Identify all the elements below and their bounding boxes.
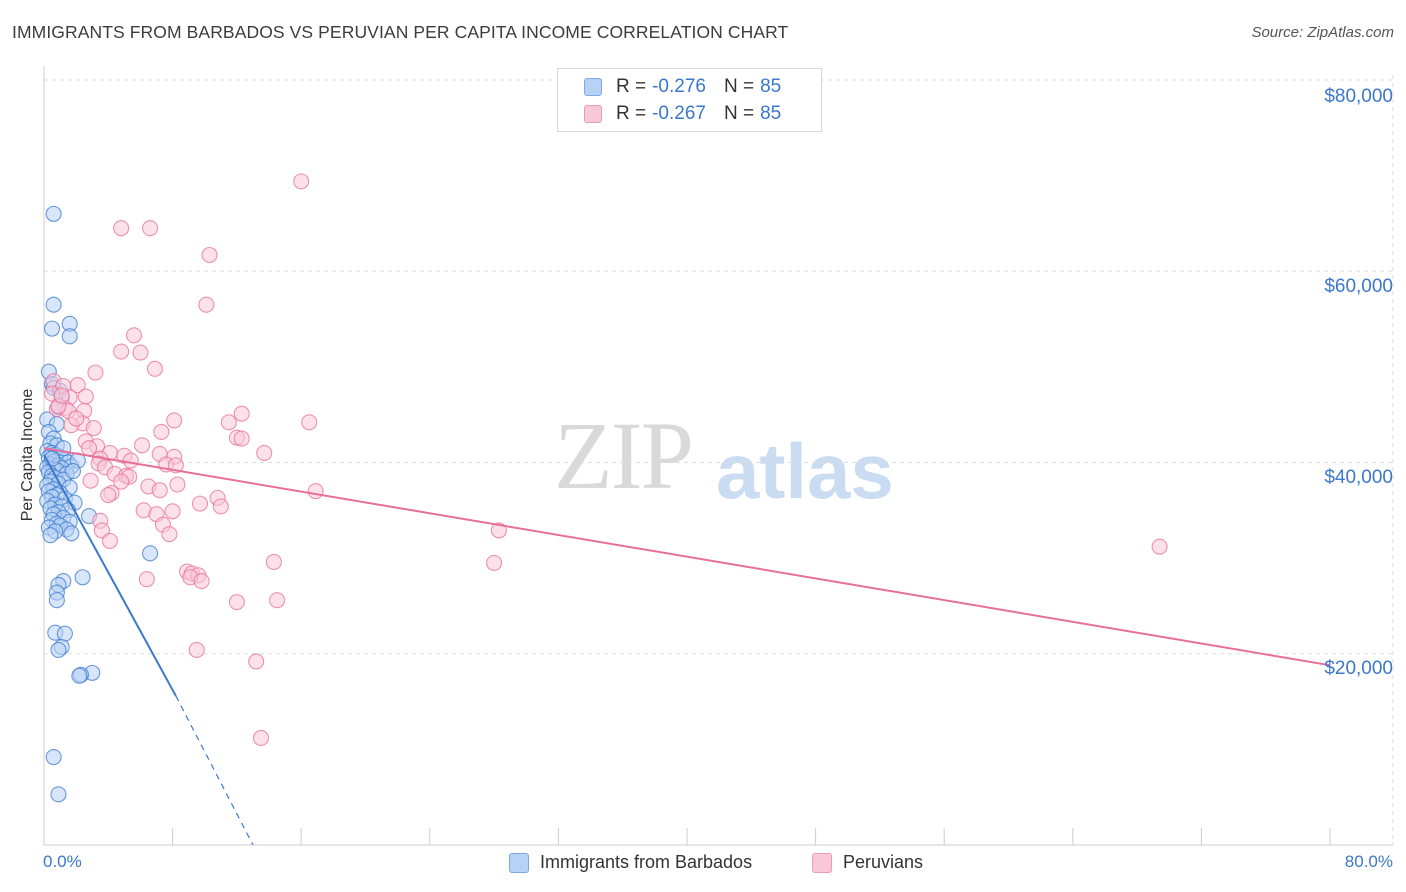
point-peruvian bbox=[169, 476, 186, 493]
correlation-legend: R = -0.276 N = 85 R = -0.267 N = 85 bbox=[557, 68, 822, 132]
legend-row-peruvians: R = -0.267 N = 85 bbox=[558, 100, 781, 128]
point-barbados bbox=[45, 205, 62, 222]
point-peruvian bbox=[134, 437, 151, 454]
legend-n-label: N = bbox=[723, 103, 755, 124]
point-peruvian bbox=[101, 532, 118, 549]
point-peruvian bbox=[486, 554, 503, 571]
point-peruvian bbox=[490, 522, 507, 539]
point-peruvian bbox=[188, 641, 205, 658]
point-peruvian bbox=[252, 729, 270, 746]
point-barbados bbox=[61, 328, 78, 345]
point-peruvian bbox=[53, 387, 70, 404]
legend-swatch-pink bbox=[812, 852, 832, 873]
point-peruvian bbox=[248, 653, 265, 670]
point-peruvian bbox=[166, 412, 183, 429]
watermark-atlas: atlas bbox=[716, 427, 894, 515]
point-barbados bbox=[64, 463, 81, 480]
legend-item-peruvians[interactable]: Peruvians bbox=[812, 852, 923, 873]
legend-series-label: Peruvians bbox=[843, 852, 924, 872]
point-peruvian bbox=[220, 414, 237, 431]
point-barbados bbox=[48, 592, 65, 609]
y-tick-label: $20,000 bbox=[1324, 658, 1393, 679]
point-barbados bbox=[56, 625, 73, 642]
point-peruvian bbox=[256, 444, 273, 461]
point-peruvian bbox=[138, 571, 155, 588]
chart-title: IMMIGRANTS FROM BARBADOS VS PERUVIAN PER… bbox=[12, 22, 789, 42]
legend-item-barbados[interactable]: Immigrants from Barbados bbox=[509, 852, 752, 873]
trendline-barbados bbox=[43, 454, 177, 697]
point-barbados bbox=[50, 786, 67, 803]
point-barbados bbox=[63, 525, 80, 542]
legend-n-label: N = bbox=[723, 76, 755, 97]
point-peruvian bbox=[307, 483, 324, 500]
legend-r-value: -0.267 bbox=[652, 103, 706, 124]
trendline-barbados-extension bbox=[175, 695, 254, 846]
point-peruvian bbox=[153, 423, 170, 440]
point-peruvian bbox=[87, 364, 104, 381]
point-peruvian bbox=[301, 414, 318, 431]
legend-r-label: R = bbox=[616, 76, 647, 97]
legend-swatch-blue bbox=[584, 78, 602, 96]
point-peruvian bbox=[164, 503, 181, 520]
watermark-zip: ZIP bbox=[554, 402, 694, 509]
point-peruvian bbox=[233, 430, 250, 447]
point-barbados bbox=[55, 440, 72, 457]
point-peruvian bbox=[113, 473, 130, 490]
point-peruvian bbox=[113, 220, 130, 237]
legend-swatch-blue bbox=[509, 852, 529, 873]
legend-swatch-pink bbox=[584, 105, 602, 123]
point-peruvian bbox=[151, 482, 168, 499]
point-barbados bbox=[71, 667, 88, 684]
point-barbados bbox=[142, 545, 159, 562]
point-peruvian bbox=[212, 498, 229, 515]
point-peruvian bbox=[69, 376, 86, 394]
point-peruvian bbox=[122, 452, 139, 469]
y-tick-label: $40,000 bbox=[1324, 467, 1393, 488]
point-barbados bbox=[45, 296, 62, 313]
point-barbados bbox=[43, 320, 61, 337]
point-peruvian bbox=[265, 553, 282, 571]
legend-n-value: 85 bbox=[760, 103, 782, 124]
point-peruvian bbox=[233, 405, 250, 422]
point-peruvian bbox=[77, 388, 94, 405]
point-barbados bbox=[42, 527, 59, 544]
point-peruvian bbox=[1151, 538, 1168, 555]
point-peruvian bbox=[100, 486, 117, 504]
point-peruvian bbox=[142, 220, 159, 237]
point-peruvian bbox=[228, 594, 245, 611]
legend-n-value: 85 bbox=[760, 76, 782, 97]
x-tick-label-min: 0.0% bbox=[43, 852, 82, 871]
point-peruvian bbox=[198, 296, 215, 313]
point-peruvian bbox=[132, 344, 149, 361]
legend-r-value: -0.276 bbox=[652, 76, 706, 97]
point-barbados bbox=[50, 641, 67, 658]
source-label: Source: ZipAtlas.com bbox=[1251, 24, 1394, 41]
legend-series-label: Immigrants from Barbados bbox=[540, 852, 753, 872]
x-tick-label-max: 80.0% bbox=[1344, 852, 1393, 871]
point-barbados bbox=[45, 748, 62, 766]
point-peruvian bbox=[191, 495, 208, 512]
point-peruvian bbox=[146, 360, 163, 377]
point-peruvian bbox=[201, 246, 218, 264]
legend-row-barbados: R = -0.276 N = 85 bbox=[558, 73, 781, 101]
series-legend: Immigrants from Barbados Peruvians bbox=[0, 850, 1406, 878]
point-peruvian bbox=[269, 592, 286, 609]
point-peruvian bbox=[85, 420, 102, 437]
point-peruvian bbox=[193, 573, 210, 590]
point-peruvian bbox=[161, 526, 178, 543]
y-tick-label: $60,000 bbox=[1324, 276, 1393, 297]
point-peruvian bbox=[113, 343, 130, 360]
point-peruvian bbox=[68, 410, 85, 427]
y-axis-label: Per Capita Income bbox=[19, 388, 36, 522]
point-barbados bbox=[74, 569, 91, 586]
point-peruvian bbox=[293, 173, 310, 190]
point-peruvian bbox=[125, 327, 143, 344]
point-peruvian bbox=[82, 472, 99, 489]
y-tick-label: $80,000 bbox=[1324, 86, 1393, 107]
legend-r-label: R = bbox=[616, 103, 647, 124]
trendline-peruvians bbox=[43, 447, 1331, 667]
